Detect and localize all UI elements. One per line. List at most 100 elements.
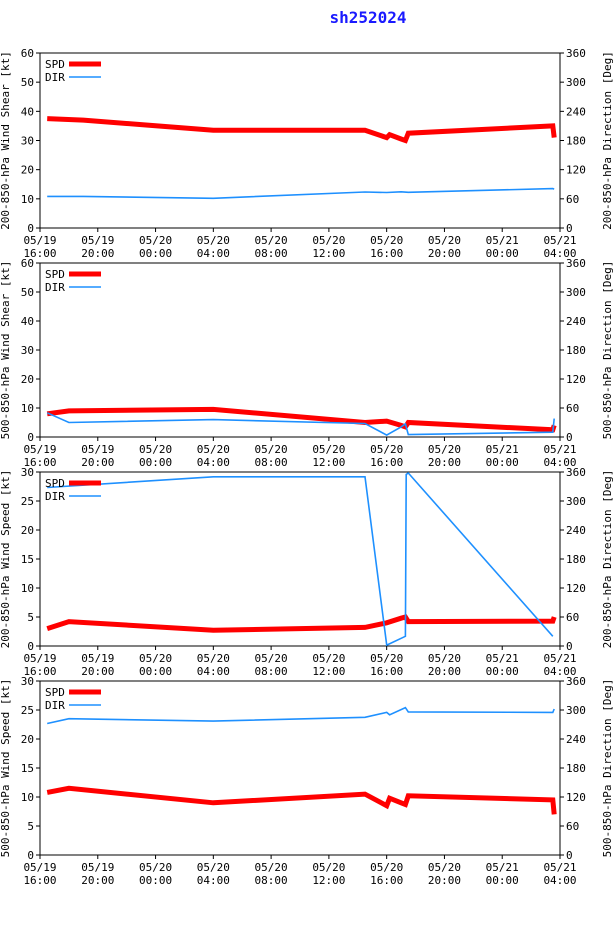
right-tick-label: 180	[566, 344, 586, 357]
x-tick-date: 05/20	[255, 234, 288, 247]
left-tick-label: 0	[27, 640, 34, 653]
left-tick-label: 5	[27, 820, 34, 833]
x-tick-date: 05/20	[428, 861, 461, 874]
x-tick-date: 05/19	[23, 652, 56, 665]
left-tick-label: 30	[21, 675, 34, 688]
x-tick-time: 04:00	[197, 665, 230, 678]
right-tick-label: 240	[566, 524, 586, 537]
left-tick-label: 0	[27, 849, 34, 862]
x-tick-time: 08:00	[255, 247, 288, 260]
x-tick-time: 20:00	[428, 456, 461, 469]
right-tick-label: 300	[566, 76, 586, 89]
series-spd-line	[46, 785, 557, 815]
right-tick-label: 300	[566, 704, 586, 717]
x-tick-time: 20:00	[81, 665, 114, 678]
x-tick-date: 05/21	[543, 443, 576, 456]
x-tick-date: 05/20	[428, 234, 461, 247]
x-tick-date: 05/20	[139, 652, 172, 665]
x-tick-time: 04:00	[543, 874, 576, 887]
series-dir-line	[47, 471, 554, 647]
x-tick-time: 20:00	[81, 456, 114, 469]
x-tick-time: 04:00	[197, 456, 230, 469]
x-tick-date: 05/21	[543, 652, 576, 665]
x-tick-time: 12:00	[312, 247, 345, 260]
left-tick-label: 10	[21, 193, 34, 206]
right-tick-label: 180	[566, 553, 586, 566]
x-tick-date: 05/19	[81, 443, 114, 456]
x-tick-date: 05/20	[312, 443, 345, 456]
x-tick-date: 05/20	[428, 443, 461, 456]
x-tick-time: 04:00	[543, 456, 576, 469]
x-tick-time: 00:00	[139, 247, 172, 260]
x-tick-date: 05/20	[197, 234, 230, 247]
x-tick-date: 05/20	[139, 443, 172, 456]
right-tick-label: 180	[566, 135, 586, 148]
left-tick-label: 25	[21, 495, 34, 508]
right-tick-label: 0	[566, 222, 573, 235]
x-tick-time: 20:00	[81, 247, 114, 260]
legend-label-dir: DIR	[45, 490, 65, 503]
right-tick-label: 120	[566, 791, 586, 804]
x-tick-time: 00:00	[486, 456, 519, 469]
right-tick-label: 360	[566, 466, 586, 479]
left-tick-label: 10	[21, 791, 34, 804]
x-tick-date: 05/20	[197, 861, 230, 874]
right-tick-label: 60	[566, 193, 579, 206]
x-tick-date: 05/20	[312, 861, 345, 874]
left-tick-label: 50	[21, 76, 34, 89]
legend-label-dir: DIR	[45, 71, 65, 84]
x-tick-time: 20:00	[428, 874, 461, 887]
x-tick-time: 16:00	[23, 456, 56, 469]
legend-label-spd: SPD	[45, 477, 65, 490]
left-axis-label: 500-850-hPa Wind Shear [kt]	[0, 261, 12, 440]
left-axis-label: 200-850-hPa Wind Speed [kt]	[0, 470, 12, 649]
x-tick-date: 05/20	[312, 234, 345, 247]
x-tick-time: 12:00	[312, 456, 345, 469]
right-tick-label: 360	[566, 47, 586, 60]
x-tick-time: 20:00	[428, 665, 461, 678]
x-tick-time: 00:00	[486, 874, 519, 887]
x-tick-time: 04:00	[197, 874, 230, 887]
x-tick-date: 05/20	[370, 652, 403, 665]
right-tick-label: 360	[566, 257, 586, 270]
left-tick-label: 25	[21, 704, 34, 717]
x-tick-date: 05/20	[255, 652, 288, 665]
right-tick-label: 0	[566, 849, 573, 862]
x-tick-date: 05/19	[23, 861, 56, 874]
x-tick-date: 05/20	[139, 234, 172, 247]
x-tick-time: 00:00	[486, 247, 519, 260]
right-tick-label: 180	[566, 762, 586, 775]
x-tick-date: 05/20	[197, 443, 230, 456]
right-tick-label: 240	[566, 315, 586, 328]
legend-label-dir: DIR	[45, 699, 65, 712]
legend-label-spd: SPD	[45, 58, 65, 71]
right-tick-label: 300	[566, 286, 586, 299]
right-tick-label: 0	[566, 431, 573, 444]
x-tick-time: 08:00	[255, 456, 288, 469]
left-tick-label: 20	[21, 524, 34, 537]
x-tick-date: 05/20	[197, 652, 230, 665]
x-tick-time: 08:00	[255, 665, 288, 678]
x-tick-date: 05/20	[255, 861, 288, 874]
chart-panel-3: 05101520253006012018024030036005/1916:00…	[0, 466, 614, 678]
plot-frame	[39, 52, 561, 229]
right-tick-label: 240	[566, 105, 586, 118]
left-tick-label: 20	[21, 373, 34, 386]
right-tick-label: 60	[566, 611, 579, 624]
x-tick-time: 16:00	[370, 874, 403, 887]
x-tick-date: 05/20	[428, 652, 461, 665]
x-tick-date: 05/21	[486, 443, 519, 456]
left-tick-label: 30	[21, 344, 34, 357]
x-tick-date: 05/20	[370, 234, 403, 247]
x-tick-date: 05/21	[486, 652, 519, 665]
left-tick-label: 0	[27, 222, 34, 235]
x-tick-date: 05/19	[81, 652, 114, 665]
x-tick-time: 16:00	[370, 456, 403, 469]
series-dir-line	[47, 187, 555, 200]
series-dir-line	[46, 412, 555, 437]
right-tick-label: 60	[566, 820, 579, 833]
x-tick-time: 00:00	[139, 874, 172, 887]
chart-panel-1: 010203040506006012018024030036005/1916:0…	[0, 47, 614, 260]
left-tick-label: 60	[21, 257, 34, 270]
